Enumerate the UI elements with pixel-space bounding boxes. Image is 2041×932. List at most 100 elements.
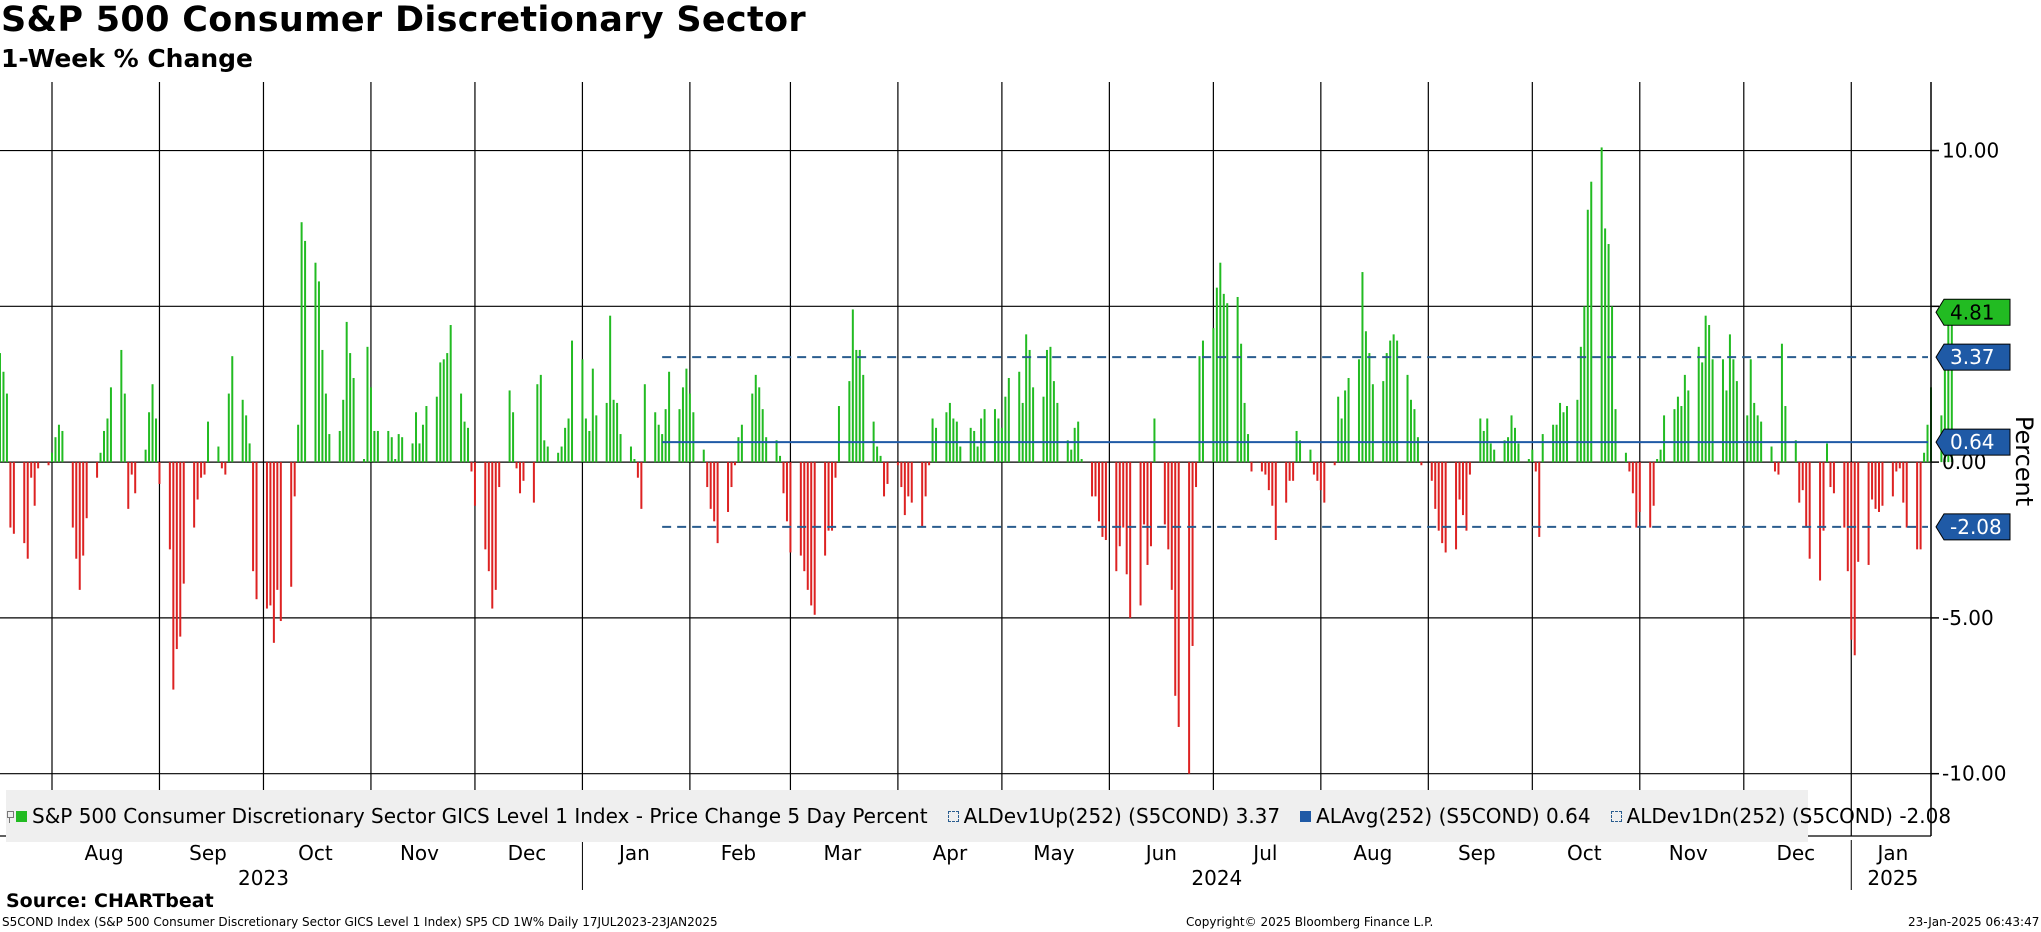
bar: [1753, 402, 1756, 463]
bar: [127, 462, 130, 509]
bar: [390, 437, 393, 463]
value-tag-label: 3.37: [1950, 345, 1995, 369]
bar: [373, 430, 376, 463]
pin-icon[interactable]: [6, 809, 14, 823]
legend-item-dev1up[interactable]: ALDev1Up(252) (S5COND) 3.37: [947, 804, 1281, 828]
bar: [1271, 462, 1274, 506]
bar: [75, 462, 78, 559]
bar: [342, 399, 345, 463]
bar: [1552, 424, 1555, 463]
bar: [945, 412, 948, 463]
bar: [1503, 440, 1506, 463]
bar: [737, 437, 740, 463]
bar: [1028, 349, 1031, 463]
axes: [0, 82, 1932, 837]
bar: [536, 384, 539, 463]
bar: [241, 399, 244, 463]
bar: [494, 462, 497, 590]
bar: [1604, 228, 1607, 463]
bar: [983, 409, 986, 463]
x-month-label: Jun: [1144, 841, 1177, 865]
legend-item-dev1dn[interactable]: ALDev1Dn(252) (S5COND) -2.08: [1610, 804, 1951, 828]
bar: [1822, 462, 1825, 531]
bar: [1538, 462, 1541, 537]
bar: [1826, 443, 1828, 463]
footer-timestamp: 23-Jan-2025 06:43:47: [1908, 915, 2040, 929]
bar: [217, 446, 220, 463]
bar: [1129, 462, 1132, 618]
bar: [314, 262, 317, 463]
bar: [1357, 359, 1360, 463]
value-tag: [1935, 513, 2011, 541]
x-month-label: Oct: [1567, 841, 1602, 865]
bar: [709, 462, 712, 509]
x-month-label: May: [1033, 841, 1075, 865]
legend-swatch-dashed: [947, 810, 959, 822]
bar: [1444, 462, 1447, 553]
bar: [903, 462, 906, 516]
bar: [5, 393, 8, 463]
bar: [1950, 312, 1953, 463]
bar: [1097, 462, 1100, 522]
bar: [1624, 452, 1627, 463]
bar: [317, 281, 320, 463]
value-tag-label: 0.64: [1950, 430, 1995, 454]
bar: [1333, 462, 1336, 466]
value-tag: [1935, 428, 2011, 456]
bar: [297, 424, 300, 463]
bar: [109, 387, 112, 463]
value-tags: 4.81 3.37 0.64 -2.08: [1935, 298, 2011, 541]
bar: [1468, 462, 1471, 475]
bar: [997, 418, 1000, 463]
bar: [491, 462, 494, 609]
bar: [1344, 390, 1347, 463]
bar: [401, 437, 404, 463]
bar: [886, 462, 889, 484]
bar: [1680, 406, 1683, 463]
bar: [713, 462, 716, 522]
bar: [584, 418, 587, 463]
bar: [921, 462, 924, 528]
bar: [1153, 418, 1156, 463]
bar: [1021, 402, 1024, 463]
x-month-label: Sep: [1458, 841, 1496, 865]
x-month-label: Jan: [617, 841, 650, 865]
bar: [1507, 437, 1510, 463]
bar: [1659, 449, 1662, 463]
bar: [304, 240, 307, 463]
bar: [82, 462, 85, 556]
bar: [200, 462, 203, 478]
legend-item-price-change[interactable]: S&P 500 Consumer Discretionary Sector GI…: [6, 804, 928, 828]
bar: [931, 418, 934, 463]
bar: [1780, 343, 1783, 463]
bar: [418, 443, 421, 463]
bar: [1201, 340, 1204, 463]
bar: [1607, 244, 1610, 463]
source-label: Source: CHARTbeat: [6, 890, 214, 912]
bar: [522, 462, 525, 481]
bar: [1243, 402, 1246, 463]
bar: [512, 412, 515, 463]
bar: [0, 353, 1, 463]
x-year-label: 2023: [238, 866, 289, 890]
x-month-label: Jul: [1251, 841, 1277, 865]
legend-label: ALDev1Up(252) (S5COND) 3.37: [963, 804, 1281, 828]
bar: [1167, 462, 1170, 550]
legend-item-avg[interactable]: ALAvg(252) (S5COND) 0.64: [1300, 804, 1591, 828]
bar: [1770, 446, 1773, 463]
bar: [363, 459, 366, 463]
bar: [1371, 384, 1374, 463]
bar: [519, 462, 522, 494]
bar: [148, 412, 151, 463]
bar: [782, 462, 785, 494]
bar: [1409, 399, 1412, 463]
bar: [959, 446, 962, 463]
bar: [1104, 462, 1107, 541]
bar: [1874, 462, 1877, 509]
x-month-label: Mar: [824, 841, 863, 865]
bar: [1416, 437, 1419, 463]
bar: [855, 349, 858, 463]
bar: [654, 412, 657, 463]
bar: [1222, 293, 1225, 463]
bar: [1867, 462, 1870, 565]
